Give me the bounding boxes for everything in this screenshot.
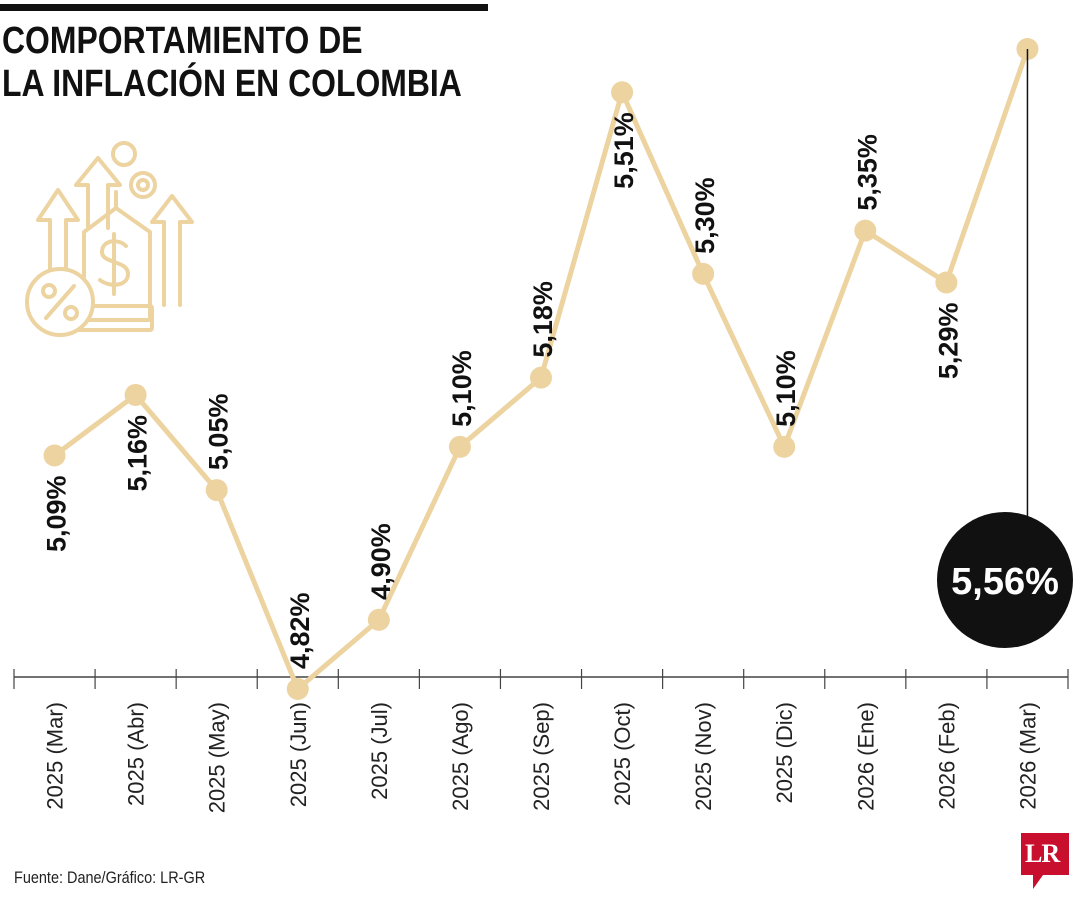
- x-tick-label: 2025 (Mar): [43, 702, 68, 810]
- x-tick-label: 2026 (Ene): [853, 702, 878, 811]
- data-point: [205, 479, 228, 502]
- lr-logo: LR: [1021, 833, 1069, 889]
- data-label: 5,30%: [690, 177, 720, 254]
- x-tick-label: 2026 (Feb): [934, 702, 959, 810]
- x-tick-label: 2025 (Sep): [529, 702, 554, 811]
- x-tick-label: 2025 (Jun): [286, 702, 311, 807]
- data-label: 5,18%: [528, 281, 558, 358]
- data-label: 5,10%: [771, 350, 801, 427]
- data-point: [773, 435, 796, 458]
- data-label: 4,90%: [366, 523, 396, 600]
- x-tick-label: 2025 (Abr): [124, 702, 149, 806]
- x-tick-label: 2025 (Nov): [691, 702, 716, 811]
- lr-logo-badge: [1021, 833, 1069, 889]
- data-point: [367, 608, 390, 631]
- data-point: [43, 444, 66, 467]
- data-point: [854, 219, 877, 242]
- x-tick-label: 2026 (Mar): [1015, 702, 1040, 810]
- data-label: 5,29%: [933, 303, 963, 380]
- chart-title: COMPORTAMIENTO DE LA INFLACIÓN EN COLOMB…: [2, 20, 462, 106]
- x-tick-label: 2025 (Oct): [610, 702, 635, 806]
- x-tick-label: 2025 (Jul): [367, 702, 392, 800]
- data-label: 5,16%: [123, 415, 153, 492]
- data-point: [530, 366, 552, 389]
- data-label: 5,05%: [204, 394, 234, 471]
- data-point: [124, 383, 147, 406]
- data-point: [286, 678, 309, 700]
- data-point: [611, 81, 634, 104]
- title-rule: [0, 4, 488, 11]
- data-label: 4,82%: [285, 592, 315, 669]
- data-point: [448, 435, 471, 458]
- source-note: Fuente: Dane/Gráfico: LR-GR: [14, 868, 206, 887]
- x-tick-label: 2025 (Dic): [772, 702, 797, 803]
- inflation-money-arrows-icon: [25, 141, 194, 337]
- chart-title-line-1: COMPORTAMIENTO DE: [2, 20, 363, 62]
- data-point: [935, 271, 958, 294]
- data-label: 5,09%: [42, 475, 72, 552]
- data-label: 5,10%: [447, 350, 477, 427]
- data-point: [692, 262, 715, 285]
- data-label: 5,35%: [852, 134, 882, 211]
- lr-logo-text: LR: [1025, 839, 1060, 868]
- x-tick-label: 2025 (Ago): [448, 702, 473, 811]
- data-label: 5,51%: [609, 112, 639, 189]
- chart-title-line-2: LA INFLACIÓN EN COLOMBIA: [2, 63, 462, 105]
- highlight-value-circle: [937, 512, 1073, 648]
- x-tick-label: 2025 (May): [205, 702, 230, 813]
- highlight-value-label: 5,56%: [951, 561, 1059, 603]
